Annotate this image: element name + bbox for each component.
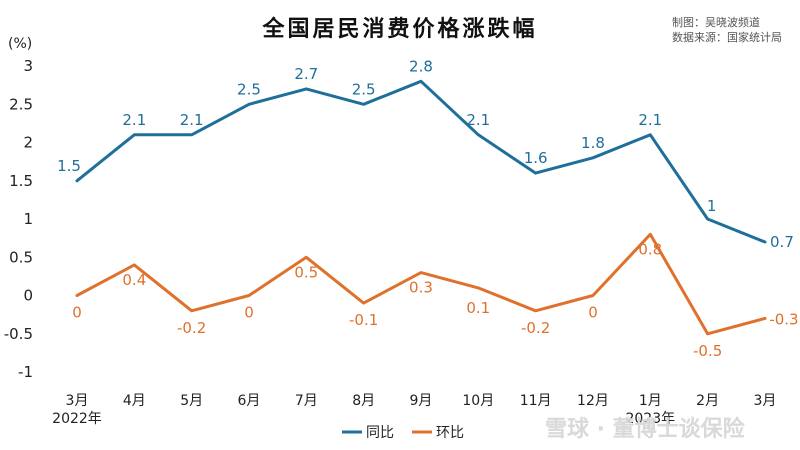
- data-label: 0: [244, 304, 254, 322]
- data-label: 2.1: [466, 111, 490, 129]
- data-label: 2.8: [409, 57, 433, 75]
- data-label: 2.1: [638, 111, 662, 129]
- legend: 同比 环比: [342, 425, 464, 441]
- legend-label: 环比: [436, 425, 464, 441]
- data-label: 1.6: [524, 149, 548, 167]
- data-label: 1.5: [57, 157, 81, 175]
- data-label: 2.5: [237, 80, 261, 98]
- data-label: 0.5: [294, 263, 318, 281]
- plot-area: 1.5 2.1 2.1 2.5 2.7 2.5 2.8 2.1 1.6 1.8 2.1 1 0.7 0 0.…: [57, 57, 799, 359]
- y-tick-label: 2: [23, 134, 33, 152]
- data-label: 0: [72, 304, 82, 322]
- series-line-mom: [75, 232, 767, 336]
- y-tick-label: -1: [18, 363, 33, 381]
- y-tick-label: 1.5: [9, 172, 33, 190]
- data-label: 0.3: [409, 279, 433, 297]
- data-label: 2.7: [294, 65, 318, 83]
- x-tick-label: 9月: [410, 393, 433, 409]
- x-tick-label: 12月: [577, 393, 609, 409]
- x-tick-label: 7月: [295, 393, 318, 409]
- x-tick-label: 3月: [753, 393, 776, 409]
- legend-label: 同比: [366, 425, 394, 441]
- data-label: 0.7: [770, 233, 794, 251]
- data-label: 0.1: [466, 299, 490, 317]
- data-label: 0.4: [122, 271, 146, 289]
- y-axis: 3 2.5 2 1.5 1 0.5 0 -0.5 -1: [4, 57, 33, 381]
- x-tick-label: 6月: [238, 393, 261, 409]
- data-label: 2.1: [122, 111, 146, 129]
- y-tick-label: 0: [23, 287, 33, 305]
- data-label: 2.5: [352, 80, 376, 98]
- data-label: -0.3: [769, 310, 798, 328]
- data-label: 1: [707, 197, 717, 215]
- data-label: 2.1: [180, 111, 204, 129]
- x-tick-label: 3月: [66, 393, 89, 409]
- y-tick-label: 3: [23, 57, 33, 75]
- y-tick-label: 1: [23, 210, 33, 228]
- x-year-label: 2022年: [52, 411, 102, 427]
- x-axis: 3月 4月 5月 6月 7月 8月 9月 10月 11月 12月 1月 2月 3月 2022年 2023年: [52, 393, 776, 427]
- x-tick-label: 5月: [180, 393, 203, 409]
- y-axis-unit: (%): [8, 36, 32, 52]
- data-label: 0.8: [638, 240, 662, 258]
- data-label: 1.8: [581, 134, 605, 152]
- chart-title: 全国居民消费价格涨跌幅: [261, 16, 537, 42]
- x-tick-label: 1月: [639, 393, 662, 409]
- chart-source-line-1: 制图：吴晓波频道: [672, 15, 760, 29]
- x-year-label: 2023年: [625, 411, 675, 427]
- data-label: 0: [588, 304, 598, 322]
- chart-source-line-2: 数据来源：国家统计局: [672, 30, 782, 44]
- data-label: -0.2: [521, 319, 550, 337]
- x-tick-label: 10月: [462, 393, 494, 409]
- y-tick-label: 2.5: [9, 95, 33, 113]
- data-label: -0.2: [177, 319, 206, 337]
- x-tick-label: 8月: [352, 393, 375, 409]
- x-tick-label: 4月: [123, 393, 146, 409]
- series-line-yoy: [75, 79, 767, 244]
- y-tick-label: 0.5: [9, 248, 33, 266]
- data-label: -0.1: [349, 311, 378, 329]
- x-tick-label: 11月: [520, 393, 552, 409]
- x-tick-label: 2月: [696, 393, 719, 409]
- watermark-text: 雪球 · 董博士谈保险: [545, 416, 746, 442]
- data-label: -0.5: [693, 342, 722, 360]
- y-tick-label: -0.5: [4, 325, 33, 343]
